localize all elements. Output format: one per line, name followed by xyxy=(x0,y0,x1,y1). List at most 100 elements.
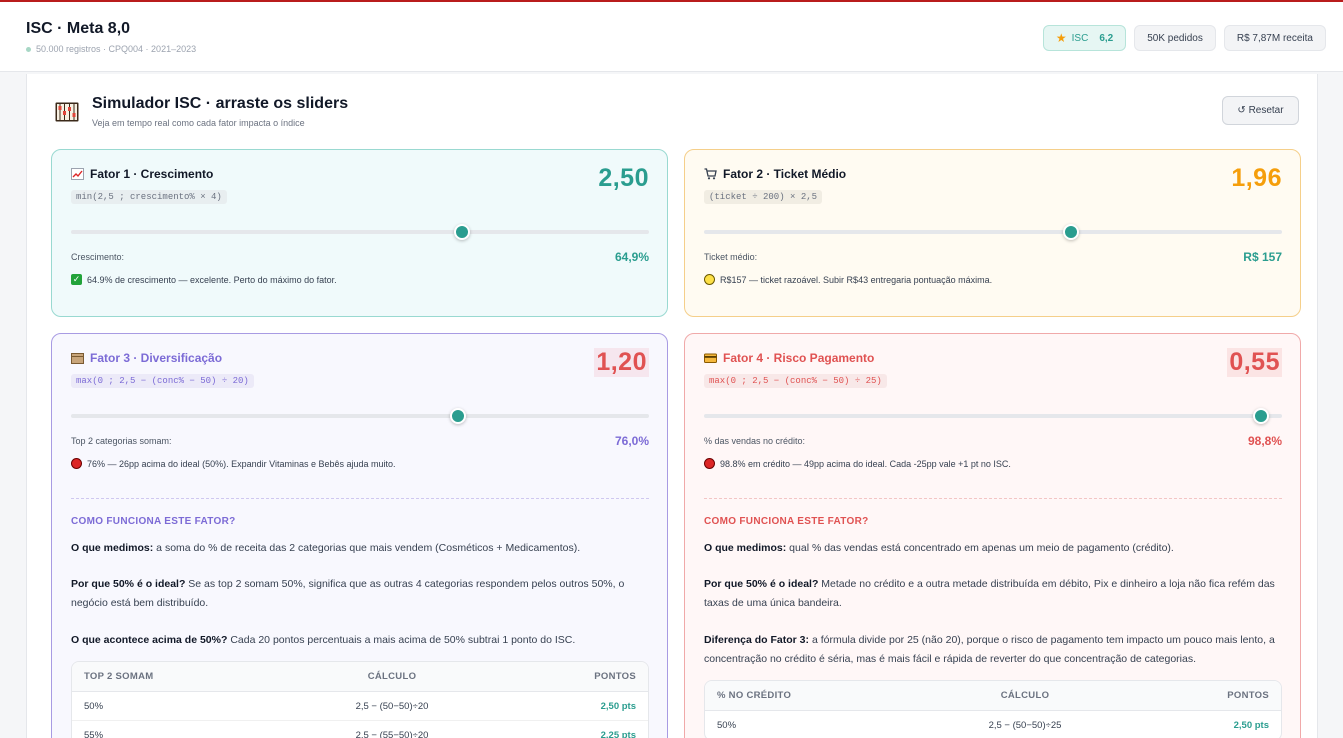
divider xyxy=(71,498,649,499)
column-header: % NO CRÉDITO xyxy=(717,690,792,701)
table-cell: 55% xyxy=(84,729,104,738)
column-header: PONTOS xyxy=(1227,690,1269,701)
explanation-paragraph: O que medimos: qual % das vendas está co… xyxy=(704,539,1282,558)
growth-slider-thumb[interactable] xyxy=(454,224,471,240)
factor-title: Fator 2 · Ticket Médio xyxy=(723,167,847,181)
slider-label: Ticket médio: xyxy=(704,252,758,262)
top-header: ISC · Meta 8,0 50.000 registros · CPQ004… xyxy=(0,2,1343,72)
red-circle-icon xyxy=(704,458,715,469)
factor-score: 0,55 xyxy=(1227,348,1282,377)
table-cell: 2,5 − (55−50)÷20 xyxy=(355,729,429,738)
payment-slider-track[interactable] xyxy=(704,408,1282,424)
subtitle-text: 50.000 registros · CPQ004 · 2021–2023 xyxy=(36,44,197,54)
table-cell: 50% xyxy=(717,719,737,731)
revenue-chip[interactable]: R$ 7,87M receita xyxy=(1223,25,1326,51)
simulator-subtitle: Veja em tempo real como cada fator impac… xyxy=(92,118,305,128)
factor-note: 98.8% em crédito — 49pp acima do ideal. … xyxy=(704,458,1011,469)
factor-note: ✓ 64.9% de crescimento — excelente. Pert… xyxy=(71,274,337,285)
explanation-paragraph: O que medimos: a soma do % de receita da… xyxy=(71,539,649,558)
factor-header: Fator 1 · Crescimento xyxy=(71,167,213,181)
column-header: CÁLCULO xyxy=(1000,690,1050,701)
diversification-slider-track[interactable] xyxy=(71,408,649,424)
box-icon xyxy=(71,353,84,364)
factor-note-text: R$157 — ticket razoável. Subir R$43 entr… xyxy=(720,274,993,285)
factor-card-growth: Fator 1 · Crescimento min(2,5 ; crescime… xyxy=(51,149,668,317)
growth-slider-track[interactable] xyxy=(71,224,649,240)
check-icon: ✓ xyxy=(71,274,82,285)
simulator-title: Simulador ISC · arraste os sliders xyxy=(92,95,349,112)
points-table: TOP 2 SOMAM CÁLCULO PONTOS 50% 2,5 − (50… xyxy=(71,661,649,738)
explanation-paragraph: O que acontece acima de 50%? Cada 20 pon… xyxy=(71,631,649,650)
table-row: 55% 2,5 − (55−50)÷20 2,25 pts xyxy=(72,721,648,738)
how-it-works-title: COMO FUNCIONA ESTE FATOR? xyxy=(704,516,869,527)
table-row: 50% 2,5 − (50−50)÷20 2,50 pts xyxy=(72,692,648,721)
factor-score: 1,96 xyxy=(1231,164,1282,192)
orders-chip[interactable]: 50K pedidos xyxy=(1134,25,1216,51)
factor-card-ticket: Fator 2 · Ticket Médio (ticket ÷ 200) × … xyxy=(684,149,1301,317)
ticket-slider-thumb[interactable] xyxy=(1063,224,1080,240)
factor-formula: (ticket ÷ 200) × 2,5 xyxy=(704,190,823,204)
factor-header: Fator 2 · Ticket Médio xyxy=(704,167,846,181)
factor-note: 76% — 26pp acima do ideal (50%). Expandi… xyxy=(71,458,396,469)
paragraph-bold: O que medimos: xyxy=(71,542,154,554)
diversification-slider-thumb[interactable] xyxy=(450,408,467,424)
factor-formula: max(0 ; 2,5 − (conc% − 50) ÷ 25) xyxy=(704,374,887,388)
explanation-paragraph: Por que 50% é o ideal? Se as top 2 somam… xyxy=(71,575,649,613)
table-cell: 50% xyxy=(84,700,104,712)
simulator-panel: Simulador ISC · arraste os sliders Veja … xyxy=(26,74,1318,738)
isc-chip[interactable]: ★ ISC 6,2 xyxy=(1042,25,1127,51)
paragraph-text: qual % das vendas está concentrado em ap… xyxy=(786,542,1174,554)
credit-card-icon xyxy=(704,353,717,363)
factor-note-text: 76% — 26pp acima do ideal (50%). Expandi… xyxy=(87,458,396,469)
isc-chip-label: ISC xyxy=(1071,32,1089,44)
explanation-paragraph: Por que 50% é o ideal? Metade no crédito… xyxy=(704,575,1282,613)
factor-note-text: 98.8% em crédito — 49pp acima do ideal. … xyxy=(720,458,1011,469)
slider-value: 64,9% xyxy=(614,250,649,264)
paragraph-text: Se as top 2 somam 50%, significa que as … xyxy=(71,578,625,609)
paragraph-bold: Por que 50% é o ideal? xyxy=(704,578,819,590)
table-header: % NO CRÉDITO CÁLCULO PONTOS xyxy=(705,681,1281,711)
paragraph-bold: Por que 50% é o ideal? xyxy=(71,578,186,590)
table-header: TOP 2 SOMAM CÁLCULO PONTOS xyxy=(72,662,648,692)
factor-card-diversification: Fator 3 · Diversificação max(0 ; 2,5 − (… xyxy=(51,333,668,738)
explanation-paragraph: Diferença do Fator 3: a fórmula divide p… xyxy=(704,631,1282,669)
isc-chip-value: 6,2 xyxy=(1099,32,1114,44)
column-header: PONTOS xyxy=(594,671,636,682)
factor-note: R$157 — ticket razoável. Subir R$43 entr… xyxy=(704,274,992,285)
factor-title: Fator 1 · Crescimento xyxy=(90,167,214,181)
reset-button[interactable]: ↺ Resetar xyxy=(1222,96,1299,125)
chart-up-icon xyxy=(71,168,84,180)
factor-note-text: 64.9% de crescimento — excelente. Perto … xyxy=(87,274,337,285)
slider-label: Top 2 categorias somam: xyxy=(71,436,172,446)
slider-value: 98,8% xyxy=(1247,434,1282,448)
factor-header: Fator 4 · Risco Pagamento xyxy=(704,351,874,365)
factor-header: Fator 3 · Diversificação xyxy=(71,351,222,365)
factor-formula: max(0 ; 2,5 − (conc% − 50) ÷ 20) xyxy=(71,374,254,388)
factor-score: 1,20 xyxy=(594,348,649,377)
yellow-circle-icon xyxy=(704,274,715,285)
paragraph-text: a soma do % de receita das 2 categorias … xyxy=(153,542,581,554)
table-cell: 2,50 pts xyxy=(600,700,636,712)
column-header: TOP 2 SOMAM xyxy=(84,671,154,682)
table-cell: 2,25 pts xyxy=(600,729,636,738)
factor-card-payment-risk: Fator 4 · Risco Pagamento max(0 ; 2,5 − … xyxy=(684,333,1301,738)
factor-score: 2,50 xyxy=(598,164,649,192)
table-cell: 2,5 − (50−50)÷20 xyxy=(355,700,429,712)
payment-slider-thumb[interactable] xyxy=(1252,408,1269,424)
divider xyxy=(704,498,1282,499)
paragraph-bold: O que acontece acima de 50%? xyxy=(71,634,228,646)
star-icon: ★ xyxy=(1055,31,1067,45)
ticket-slider-track[interactable] xyxy=(704,224,1282,240)
factor-title: Fator 4 · Risco Pagamento xyxy=(723,351,875,365)
table-cell: 2,50 pts xyxy=(1233,719,1269,731)
paragraph-text: Metade no crédito e a outra metade distr… xyxy=(704,578,1275,609)
red-circle-icon xyxy=(71,458,82,469)
paragraph-text: Cada 20 pontos percentuais a mais acima … xyxy=(227,634,576,646)
slider-label: % das vendas no crédito: xyxy=(704,436,806,446)
abacus-icon xyxy=(55,102,79,122)
summary-chips: ★ ISC 6,2 50K pedidos R$ 7,87M receita xyxy=(1042,25,1326,51)
page-title: ISC · Meta 8,0 xyxy=(26,20,131,37)
table-cell: 2,5 − (50−50)÷25 xyxy=(988,719,1062,731)
slider-value: 76,0% xyxy=(614,434,649,448)
table-row: 50% 2,5 − (50−50)÷25 2,50 pts xyxy=(705,711,1281,738)
